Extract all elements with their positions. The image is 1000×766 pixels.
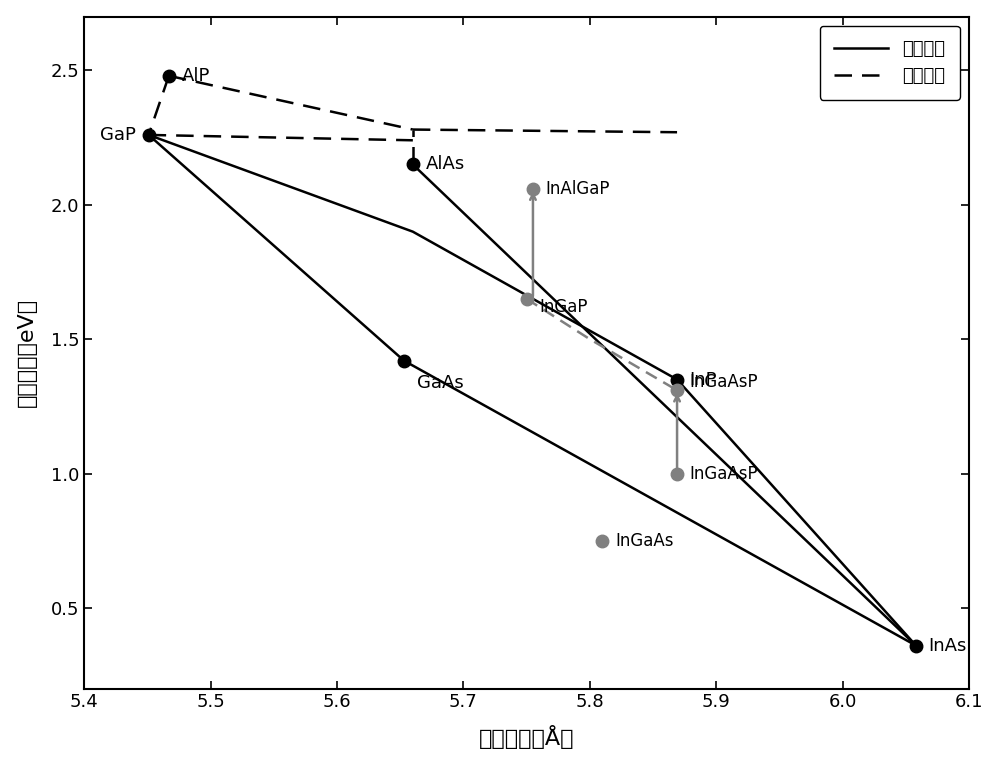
Text: InAlGaP: InAlGaP (546, 180, 610, 198)
Text: InP: InP (690, 371, 717, 388)
Text: GaAs: GaAs (417, 374, 463, 392)
Text: InGaAs: InGaAs (615, 532, 674, 550)
Text: AlAs: AlAs (425, 155, 465, 173)
Text: AlP: AlP (182, 67, 210, 85)
Text: InGaAsP: InGaAsP (690, 464, 758, 483)
Y-axis label: 能带宽度（eV）: 能带宽度（eV） (17, 298, 37, 408)
Text: InAs: InAs (929, 637, 967, 655)
Legend: 直接带隙, 间接帧隙: 直接带隙, 间接帧隙 (820, 26, 960, 100)
X-axis label: 晶格参数（Å）: 晶格参数（Å） (479, 725, 574, 749)
Text: InGaP: InGaP (539, 298, 588, 316)
Text: GaP: GaP (100, 126, 136, 144)
Text: InGaAsP: InGaAsP (690, 373, 758, 391)
